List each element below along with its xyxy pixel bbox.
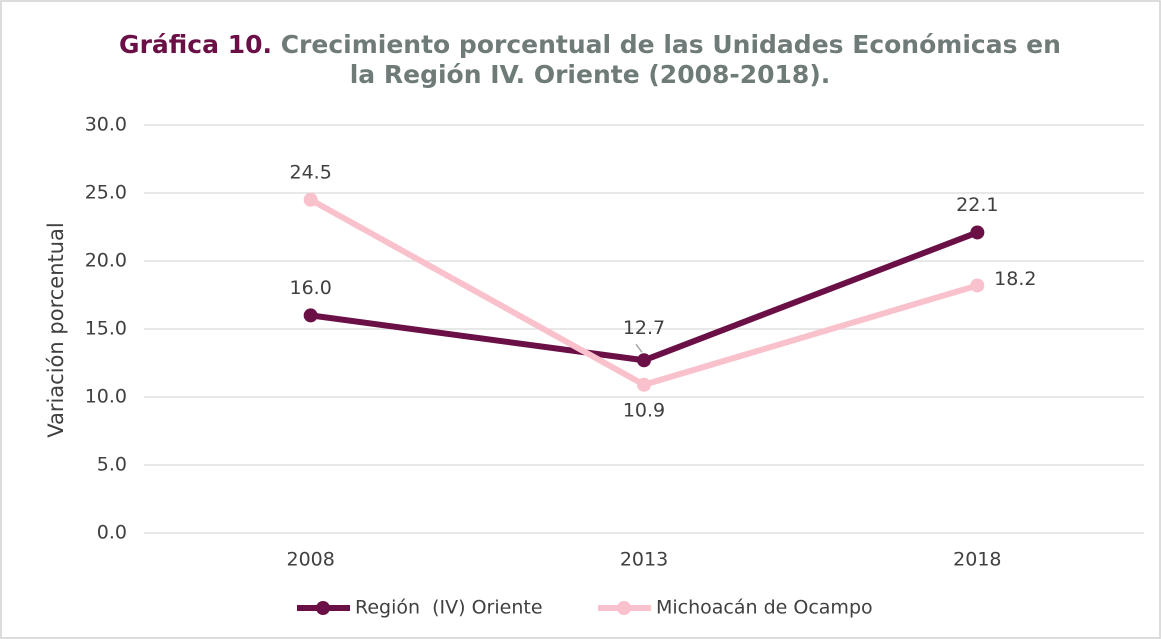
y-tick-label: 0.0 <box>97 522 127 544</box>
data-point <box>637 353 651 368</box>
x-tick-label: 2008 <box>286 549 334 571</box>
data-label: 12.7 <box>623 317 665 339</box>
title-text: Crecimiento porcentual de las Unidades E… <box>281 30 1061 59</box>
data-label: 18.2 <box>994 268 1036 290</box>
y-tick-label: 30.0 <box>85 114 127 136</box>
legend-label: Región (IV) Oriente <box>355 597 543 619</box>
data-label: 22.1 <box>956 194 998 216</box>
y-tick-label: 25.0 <box>85 182 127 204</box>
data-point <box>970 278 985 293</box>
leader-line <box>635 343 643 353</box>
data-point <box>637 377 651 392</box>
data-point <box>303 308 318 323</box>
data-label: 24.5 <box>290 161 332 183</box>
chart-title-line2: la Región IV. Oriente (2008-2018). <box>350 60 831 89</box>
data-label: 16.0 <box>290 277 332 299</box>
y-tick-label: 5.0 <box>97 454 127 476</box>
x-tick-label: 2018 <box>953 549 1001 571</box>
legend-label: Michoacán de Ocampo <box>656 597 873 619</box>
legend-marker <box>316 601 330 615</box>
y-tick-label: 20.0 <box>85 250 127 272</box>
data-point <box>303 192 318 207</box>
y-tick-label: 10.0 <box>85 386 127 408</box>
data-label: 10.9 <box>623 399 665 421</box>
chart-title: Gráfica 10. Crecimiento porcentual de la… <box>119 30 1061 59</box>
data-point <box>970 225 985 240</box>
y-tick-label: 15.0 <box>85 318 127 340</box>
x-tick-label: 2013 <box>620 549 668 571</box>
legend-marker <box>617 601 631 615</box>
title-label: Gráfica 10. <box>119 30 272 59</box>
y-axis-title: Variación porcentual <box>44 222 68 438</box>
